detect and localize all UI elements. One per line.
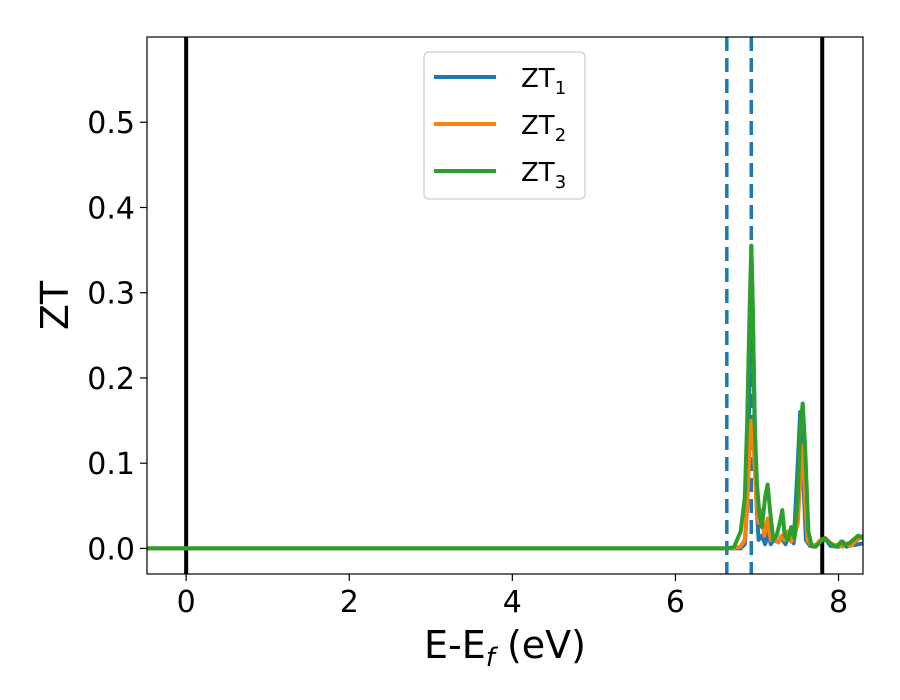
x-tick-label: 0 [177,585,196,620]
y-tick-label: 0.0 [87,532,135,567]
legend-label-1: ZT1 [521,64,566,99]
legend-label-2: ZT2 [521,111,566,146]
y-tick-label: 0.3 [87,277,135,312]
plot-frame [146,36,864,575]
y-tick-label: 0.1 [87,447,135,482]
x-tick-label: 2 [340,585,359,620]
y-tick-label: 0.4 [87,191,135,226]
series-lines [147,243,863,551]
y-axis-label: ZT [33,280,77,330]
x-tick-label: 4 [503,585,522,620]
y-tick-label: 0.2 [87,362,135,397]
x-tick-label: 8 [829,585,848,620]
legend: ZT1 ZT2 ZT3 [423,51,586,200]
y-axis: 0.0 0.1 0.2 0.3 0.4 0.5 [87,106,147,567]
x-axis: 0 2 4 6 8 [177,574,848,620]
x-axis-label: E-Ef (eV) [424,623,586,673]
y-tick-label: 0.5 [87,106,135,141]
x-tick-label: 6 [666,585,685,620]
legend-box [423,51,586,200]
legend-label-3: ZT3 [521,158,566,193]
series-line-3 [147,243,863,551]
reference-lines [184,37,825,574]
